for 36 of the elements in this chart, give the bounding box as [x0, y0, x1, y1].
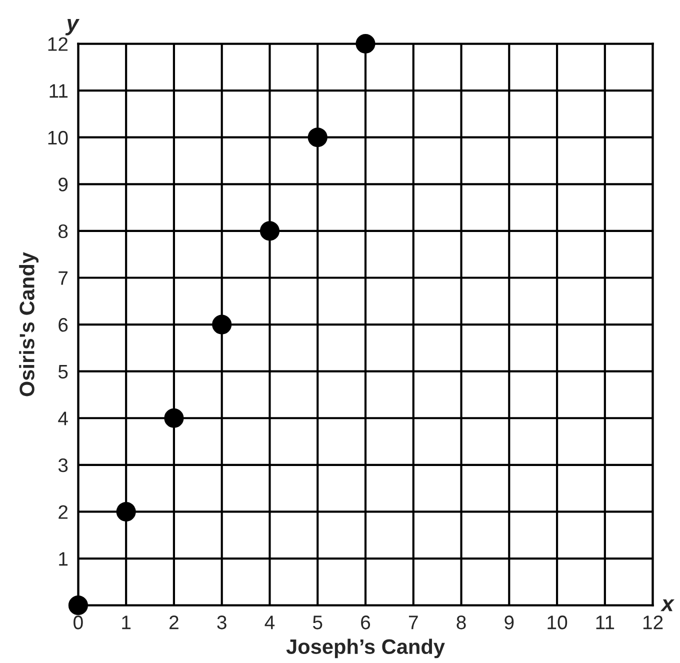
x-tick-label: 11: [596, 616, 614, 630]
y-tick-label: 9: [58, 178, 68, 192]
y-tick-label: 7: [58, 271, 68, 285]
point: [212, 314, 232, 334]
y-tick-label: 5: [58, 365, 68, 379]
x-tick-label: 7: [408, 616, 418, 630]
y-tick-label: 6: [58, 318, 68, 332]
x-tick-label: 10: [548, 616, 568, 630]
y-tick-label: 10: [48, 130, 68, 145]
x-tick-label: 4: [264, 616, 275, 630]
x-tick-label: 3: [217, 616, 226, 630]
point: [116, 502, 136, 522]
y-tick-label: 8: [58, 224, 68, 238]
x-tick-label: 8: [456, 616, 466, 630]
y-axis-title: Osiris's Candy: [19, 252, 39, 396]
point: [164, 408, 184, 428]
y-tick-label: 3: [58, 458, 68, 472]
x-tick-label: 12: [643, 616, 663, 630]
point: [68, 596, 88, 616]
x-tick-label: 9: [504, 616, 514, 630]
y-tick-label: 2: [58, 505, 68, 519]
y-tick-label: 1: [59, 552, 68, 566]
x-tick-label: 0: [74, 616, 83, 630]
point: [356, 34, 376, 54]
text: y: [65, 18, 80, 36]
text: x: [660, 599, 675, 612]
x-tick-label: 2: [170, 616, 178, 630]
x-axis-title: Joseph’s Candy: [286, 638, 445, 658]
y-tick-label: 4: [58, 412, 68, 426]
point: [260, 221, 280, 241]
point: [308, 128, 328, 148]
x-tick-label: 1: [122, 616, 131, 630]
y-tick-label: 12: [48, 37, 68, 51]
x-tick-label: 6: [361, 616, 370, 630]
x-tick-label: 5: [312, 616, 322, 630]
y-tick-label: 11: [50, 84, 68, 98]
